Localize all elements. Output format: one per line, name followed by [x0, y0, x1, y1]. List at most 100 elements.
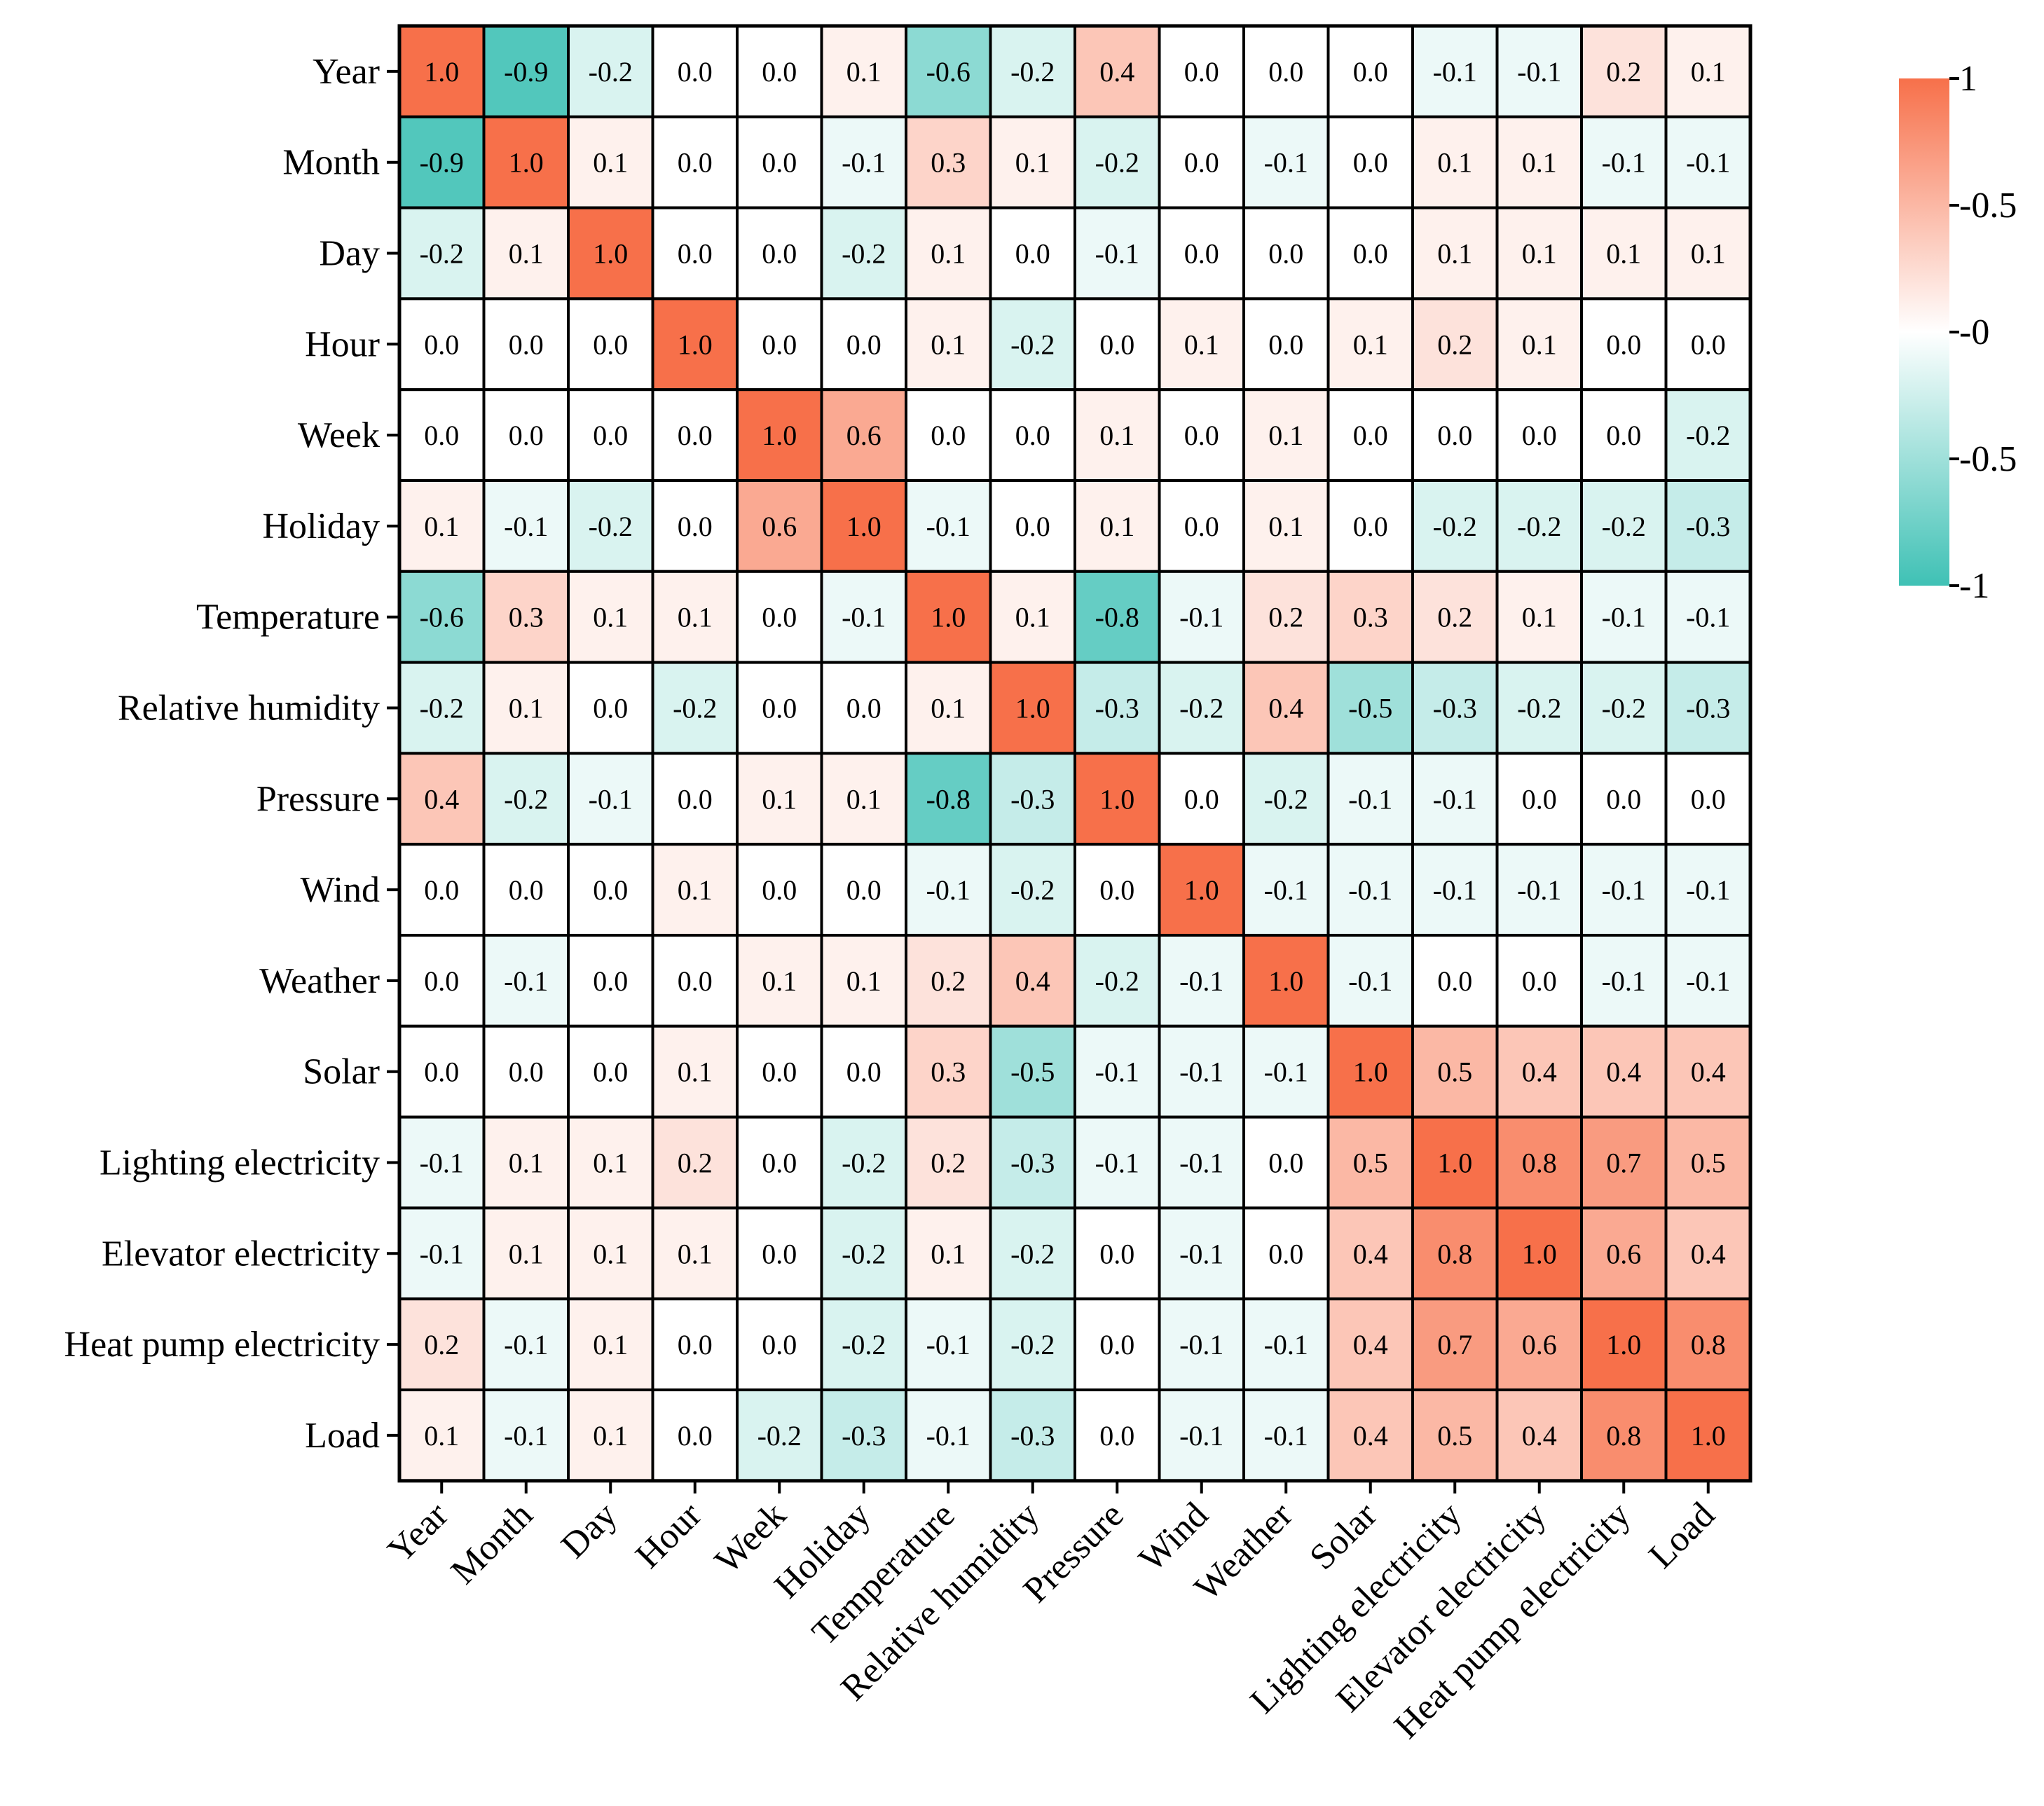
heatmap-cell-pressure-holiday [820, 752, 907, 846]
heatmap-cell-value: 0.0 [1184, 511, 1219, 542]
heatmap-cell-day-elevator-electricity [1495, 206, 1583, 301]
heatmap-cell-value: 0.0 [678, 420, 713, 451]
heatmap-cell-value: 0.1 [1522, 329, 1557, 360]
heatmap-cell-value: 0.1 [1522, 147, 1557, 179]
y-tick-label-weather: Weather [259, 961, 380, 1001]
heatmap-cell-day-week [736, 206, 823, 301]
heatmap-cell-heat-pump-electricity-week [736, 1297, 823, 1391]
heatmap-cell-value: -0.1 [1602, 602, 1646, 633]
heatmap-cell-relative-humidity-pressure [1074, 661, 1161, 755]
heatmap-cell-day-lighting-electricity [1411, 206, 1499, 301]
heatmap-cell-value: -0.6 [420, 602, 464, 633]
heatmap-cell-values: 1.0 -0.9 -0.2 0.0 0.0 0.1 -0.6 -0.2 0.4 0.0 0.0 0.0… [420, 56, 1731, 1452]
heatmap-cell-value: 0.8 [1691, 1329, 1726, 1360]
heatmap-cell-value: 0.1 [1015, 147, 1050, 179]
heatmap-cell-solar-heat-pump-electricity [1580, 1024, 1668, 1119]
heatmap-cell-value: -0.1 [1179, 1329, 1223, 1360]
heatmap-cell-load-solar [1326, 1388, 1414, 1482]
heatmap-cell-value: -0.1 [1179, 602, 1223, 633]
heatmap-cell-lighting-electricity-hour [651, 1115, 739, 1210]
heatmap-cell-value: 0.3 [931, 147, 966, 179]
heatmap-cell-value: 0.3 [1353, 602, 1388, 633]
y-tick-label-wind: Wind [301, 870, 380, 910]
heatmap-cell-value: -0.1 [1517, 874, 1561, 906]
heatmap-cell-week-wind [1158, 388, 1245, 483]
heatmap-cell-value: 0.4 [1353, 1420, 1388, 1452]
heatmap-cell-value: -0.3 [1010, 1147, 1055, 1179]
heatmap-cell-wind-temperature [905, 843, 992, 937]
heatmap-cell-value: -0.1 [1433, 874, 1477, 906]
heatmap-cell-value: 0.0 [1268, 329, 1303, 360]
heatmap-cell-weather-year [398, 934, 486, 1028]
heatmap-cell-value: 0.2 [1437, 329, 1472, 360]
y-tick-label-solar: Solar [303, 1052, 380, 1092]
heatmap-cell-value: 0.4 [1691, 1238, 1726, 1269]
heatmap-cell-value: 0.1 [931, 238, 966, 270]
heatmap-cell-relative-humidity-day [567, 661, 654, 755]
heatmap-cell-lighting-electricity-wind [1158, 1115, 1245, 1210]
heatmap-cell-elevator-electricity-month [482, 1206, 570, 1301]
heatmap-cell-weather-holiday [820, 934, 907, 1028]
heatmap-cell-holiday-temperature [905, 479, 992, 573]
heatmap-cell-value: 0.1 [678, 1056, 713, 1088]
heatmap-cell-value: -0.1 [504, 511, 548, 542]
heatmap-cell-value: -0.1 [504, 965, 548, 997]
heatmap-cell-value: 0.0 [762, 874, 797, 906]
heatmap-cell-hour-day [567, 297, 654, 392]
heatmap-cell-temperature-pressure [1074, 570, 1161, 664]
colorbar: 1 -0.5 -0 -0.5 -1 [1899, 59, 2017, 606]
heatmap-cell-value: -0.2 [589, 511, 633, 542]
y-tick-label-day: Day [319, 234, 380, 274]
heatmap-cell-value: 0.1 [1268, 420, 1303, 451]
heatmap-cell-value: 0.6 [1522, 1329, 1557, 1360]
x-tick-label-load: Load [1641, 1495, 1722, 1576]
heatmap-cell-month-temperature [905, 115, 992, 209]
heatmap-cell-value: -0.1 [1179, 1056, 1223, 1088]
heatmap-cell-value: -0.1 [1264, 1056, 1308, 1088]
heatmap-cell-value: 0.1 [1184, 329, 1219, 360]
heatmap-cell-value: 1.0 [1099, 783, 1134, 815]
heatmap-cell-year-wind [1158, 25, 1245, 118]
heatmap-cell-value: -0.1 [589, 783, 633, 815]
y-tick-label-month: Month [282, 143, 380, 183]
heatmap-cell-hour-load [1664, 297, 1752, 392]
heatmap-cell-value: 0.2 [424, 1329, 459, 1360]
heatmap-cell-elevator-electricity-day [567, 1206, 654, 1301]
y-tick-label-temperature: Temperature [196, 598, 380, 637]
heatmap-cell-day-wind [1158, 206, 1245, 301]
heatmap-cell-value: 0.0 [762, 329, 797, 360]
heatmap-cell-value: -0.2 [1179, 693, 1223, 724]
colorbar-tick-label: -0.5 [1959, 439, 2017, 479]
heatmap-cell-holiday-load [1664, 479, 1752, 573]
heatmap-cell-holiday-pressure [1074, 479, 1161, 573]
heatmap-cell-wind-year [398, 843, 486, 937]
heatmap-cell-value: -0.1 [926, 1329, 970, 1360]
y-tick-label-heat-pump-electricity: Heat pump electricity [64, 1325, 380, 1365]
heatmap-cell-value: 0.7 [1606, 1147, 1641, 1179]
heatmap-cell-week-elevator-electricity [1495, 388, 1583, 483]
heatmap-cell-value: -0.2 [420, 693, 464, 724]
heatmap-cell-value: -0.1 [1264, 147, 1308, 179]
heatmap-cell-value: -0.2 [842, 238, 886, 270]
colorbar-tick-label: -1 [1959, 566, 1989, 606]
heatmap-cell-load-temperature [905, 1388, 992, 1482]
heatmap-cell-value: -0.1 [1686, 965, 1730, 997]
heatmap-cell-value: 0.1 [593, 602, 628, 633]
heatmap-cell-hour-month [482, 297, 570, 392]
heatmap-cell-temperature-solar [1326, 570, 1414, 664]
heatmap-cell-pressure-hour [651, 752, 739, 846]
colorbar-tick-label: -0.5 [1959, 186, 2017, 226]
heatmap-cell-weather-relative-humidity [989, 934, 1076, 1028]
heatmap-cell-month-week [736, 115, 823, 209]
heatmap-cell-value: -0.1 [842, 602, 886, 633]
heatmap-cell-month-lighting-electricity [1411, 115, 1499, 209]
heatmap-cell-value: -0.1 [1602, 874, 1646, 906]
heatmap-cell-value: 0.1 [509, 1147, 544, 1179]
heatmap-cell-value: -0.1 [1179, 1238, 1223, 1269]
heatmap-cell-value: -0.1 [1686, 874, 1730, 906]
heatmap-cell-week-month [482, 388, 570, 483]
heatmap-cell-elevator-electricity-holiday [820, 1206, 907, 1301]
heatmap-cell-hour-year [398, 297, 486, 392]
heatmap-cell-value: 0.1 [846, 965, 882, 997]
